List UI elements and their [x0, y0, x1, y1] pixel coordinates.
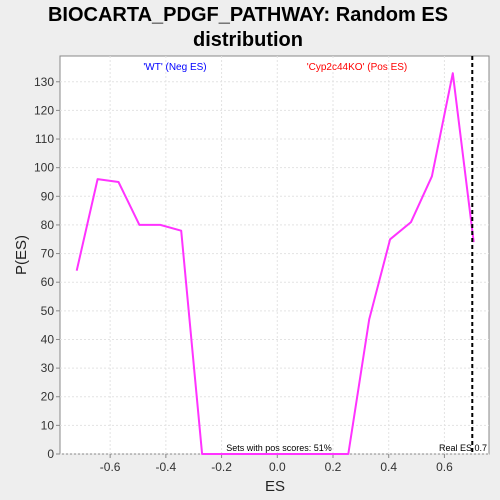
y-tick-label: 80 — [41, 218, 55, 232]
real-es-label: Real ES 0.7 — [439, 443, 487, 453]
x-axis-label: ES — [265, 478, 285, 495]
y-tick-label: 100 — [34, 161, 54, 175]
x-tick-label: 0.4 — [380, 460, 397, 474]
y-tick-label: 120 — [34, 103, 54, 117]
y-tick-label: 10 — [41, 418, 55, 432]
x-tick-label: -0.6 — [100, 460, 121, 474]
x-tick-label: 0.0 — [269, 460, 286, 474]
y-tick-label: 40 — [41, 332, 55, 346]
y-tick-label: 60 — [41, 275, 55, 289]
plot-area — [59, 55, 490, 455]
y-tick-label: 50 — [41, 304, 55, 318]
y-tick-label: 0 — [47, 447, 54, 461]
annotation-layer: Real ES 0.7 'WT' (Neg ES) 'Cyp2c44KO' (Pos… — [143, 56, 487, 454]
neg-es-annotation: 'WT' (Neg ES) — [143, 62, 206, 73]
series-line — [75, 72, 475, 455]
y-tick-label: 90 — [41, 189, 55, 203]
chart-title-line-1: BIOCARTA_PDGF_PATHWAY: Random ES — [48, 4, 448, 26]
x-tick-label: -0.2 — [211, 460, 232, 474]
x-axis: -0.6 -0.4 -0.2 0.0 0.2 0.4 0.6 — [100, 454, 453, 474]
y-axis: 0 10 20 30 40 50 60 70 80 90 100 110 120 130 — [34, 75, 60, 461]
chart-title-line-2: distribution — [193, 29, 303, 51]
y-tick-label: 70 — [41, 247, 55, 261]
y-tick-label: 130 — [34, 75, 54, 89]
x-tick-label: 0.2 — [325, 460, 342, 474]
pos-scores-annotation: Sets with pos scores: 51% — [226, 443, 332, 453]
grid-lines — [60, 56, 489, 455]
series-layer — [75, 72, 475, 455]
pos-es-annotation: 'Cyp2c44KO' (Pos ES) — [307, 62, 408, 73]
x-tick-label: -0.4 — [156, 460, 177, 474]
x-tick-label: 0.6 — [436, 460, 453, 474]
y-tick-label: 110 — [35, 132, 54, 146]
y-tick-label: 30 — [41, 361, 55, 375]
y-axis-label: P(ES) — [13, 235, 30, 275]
y-tick-label: 20 — [41, 390, 55, 404]
